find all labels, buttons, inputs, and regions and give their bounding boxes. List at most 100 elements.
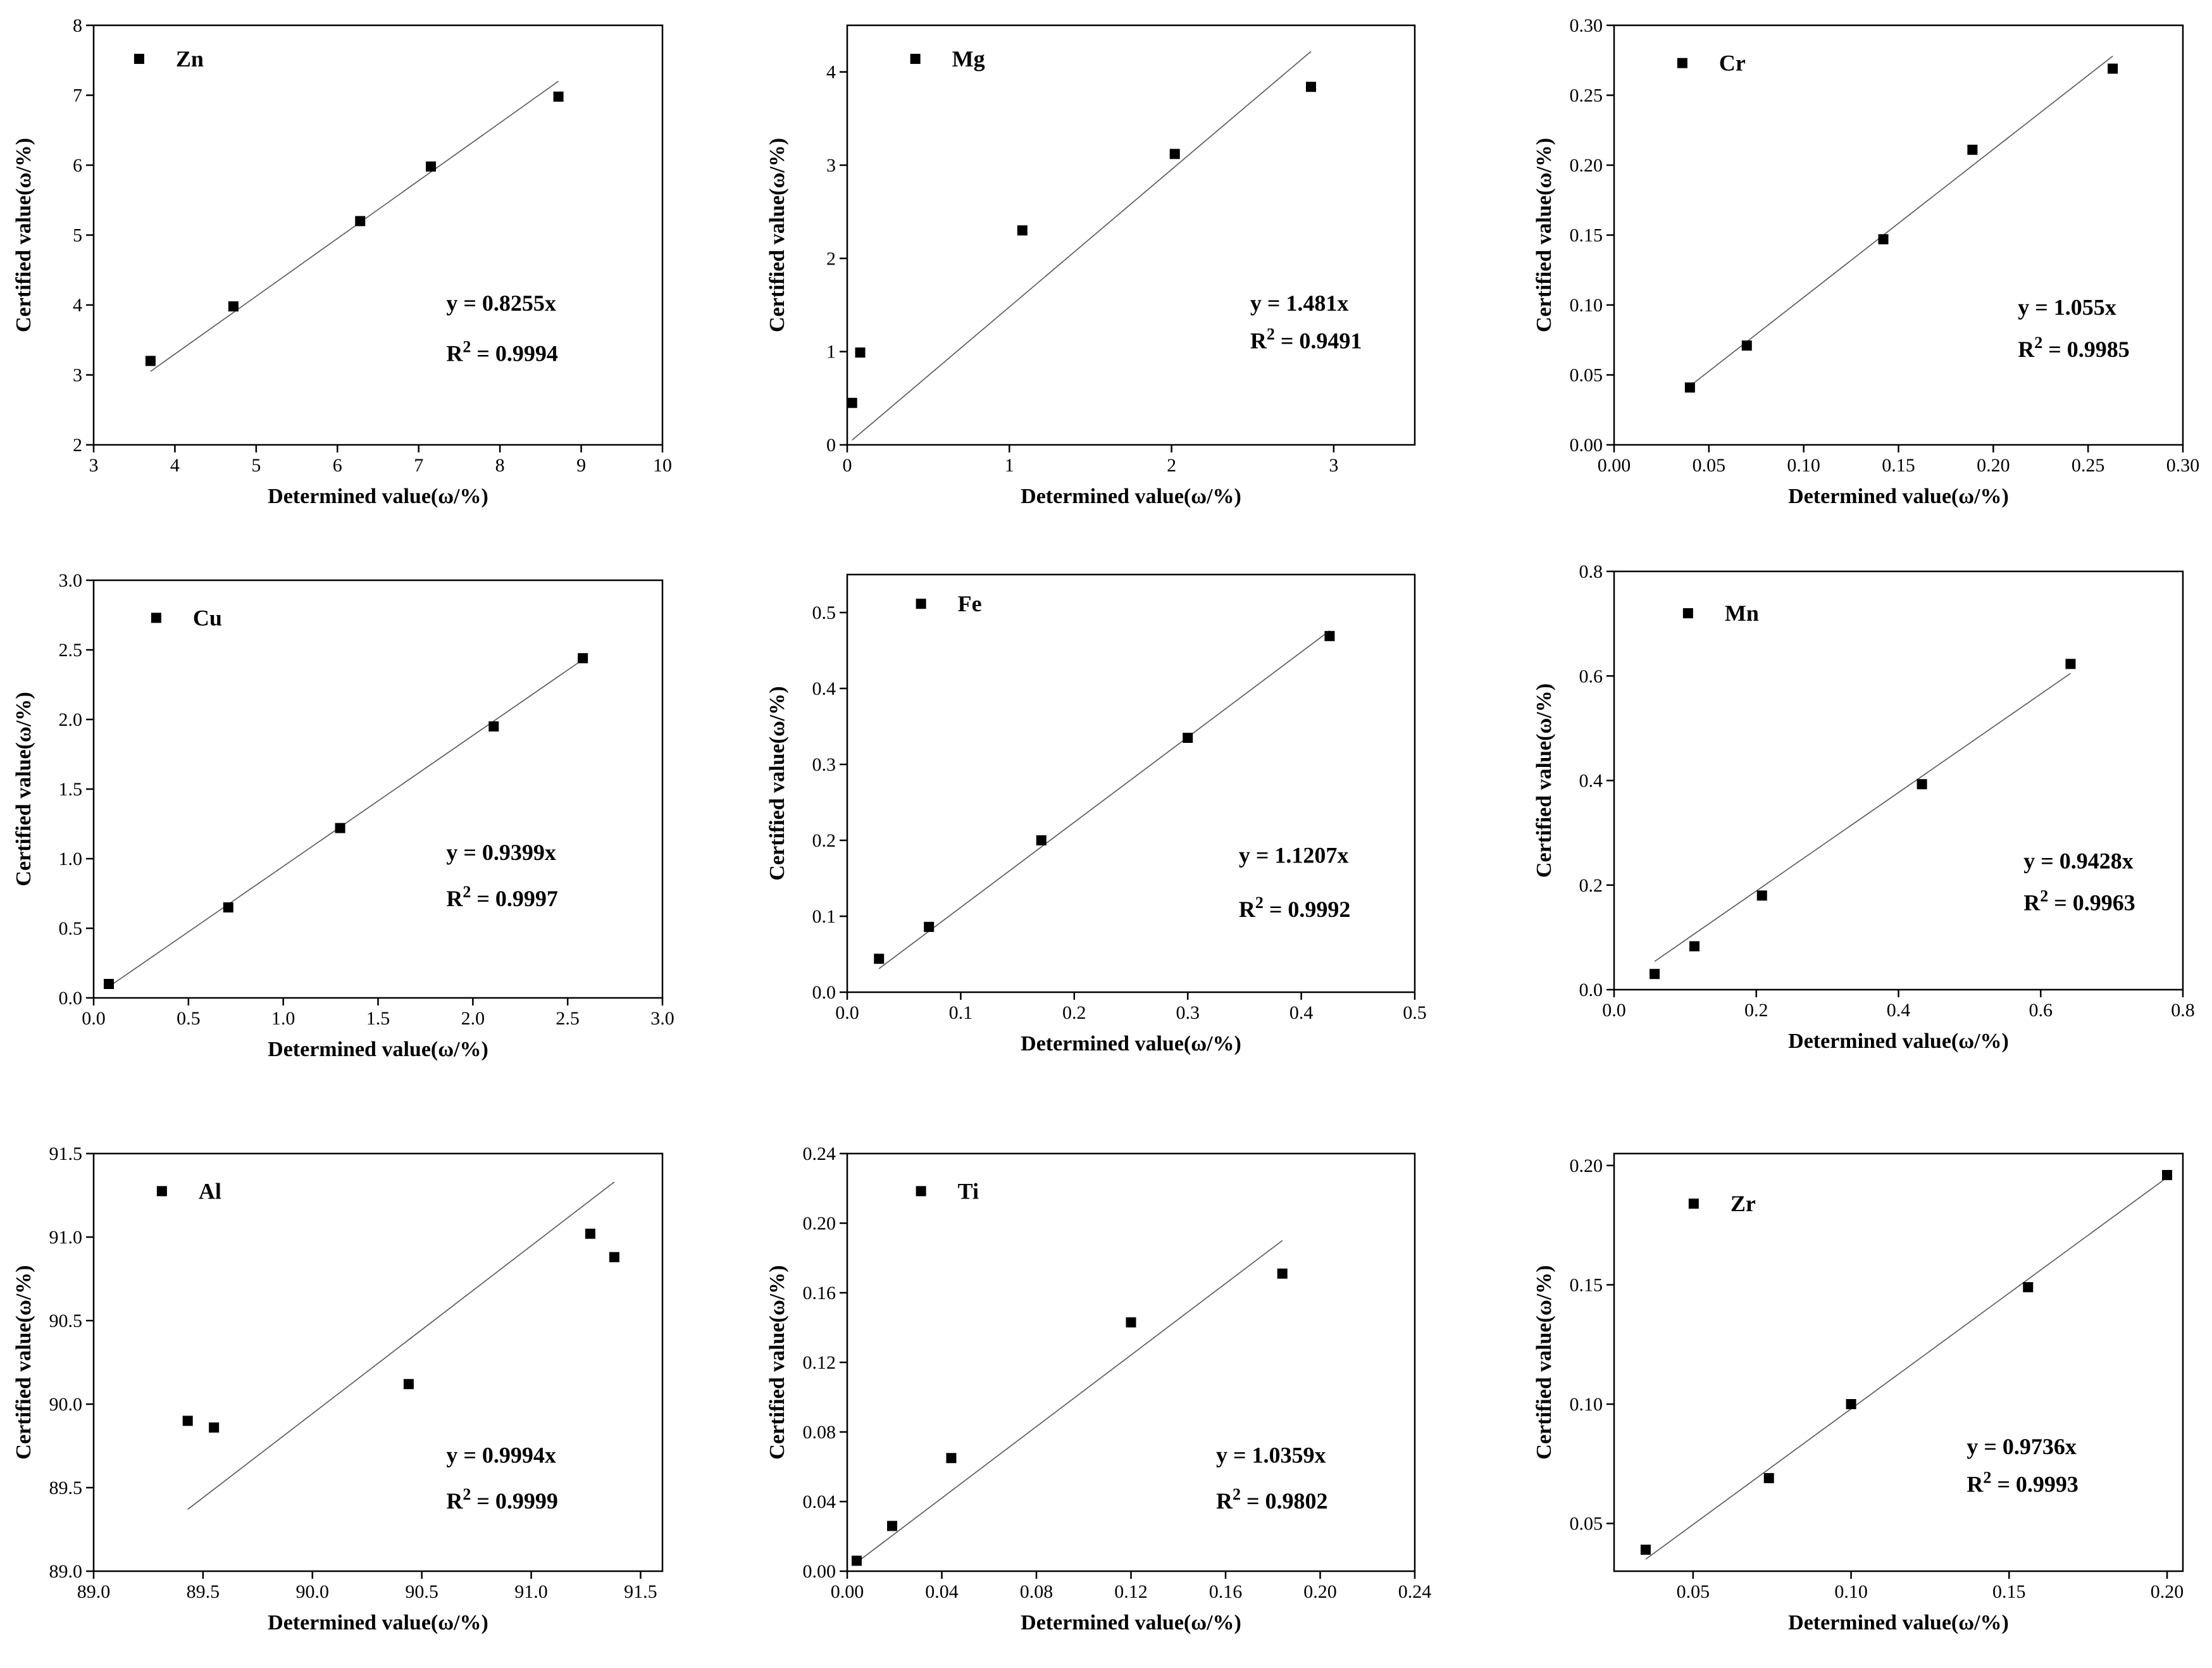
plot-frame [846, 24, 1416, 446]
x-tick-label: 1 [1005, 455, 1014, 476]
r-squared-symbol: R [1967, 1472, 1984, 1497]
r-squared: R2 = 0.9999 [446, 1485, 558, 1514]
data-point [1684, 382, 1695, 393]
data-point [209, 1422, 220, 1433]
y-tick-label: 8 [73, 15, 82, 36]
r-squared-value: = 0.9993 [1991, 1472, 2078, 1497]
y-tick-label: 3.0 [59, 570, 83, 591]
x-tick-label: 0.4 [1887, 1000, 1911, 1021]
x-tick-label: 9 [576, 455, 586, 476]
data-point [2065, 659, 2076, 669]
chart-panel-fe: 0.0 0.1 0.2 0.3 0.4 0.5 0.0 0.1 0.2 0.3 0.4 0.5 Dete… [766, 573, 1427, 1055]
data-point [1763, 1472, 1774, 1483]
plot-frame [1613, 24, 2184, 446]
y-tick-label: 0.04 [803, 1491, 836, 1512]
r-squared-value: = 0.9992 [1264, 897, 1351, 922]
x-tick-label: 0.5 [177, 1008, 201, 1029]
y-tick-label: 2 [73, 435, 82, 456]
data-point [335, 823, 345, 833]
x-tick-label: 4 [170, 455, 180, 476]
x-tick-label: 0.08 [1020, 1581, 1053, 1602]
r-squared-symbol: R [1239, 897, 1256, 922]
r-squared: R2 = 0.9994 [446, 337, 558, 366]
y-tick-label: 91.0 [49, 1227, 83, 1248]
chart-panel-ti: 0.00 0.04 0.08 0.12 0.16 0.20 0.24 0.00 0.04 0.08… [766, 1143, 1431, 1634]
x-tick-label: 3.0 [650, 1008, 674, 1029]
data-point [103, 979, 114, 989]
data-point [182, 1416, 193, 1426]
x-axis-title: Determined value(ω/%) [1021, 485, 1241, 508]
fit-line [150, 80, 559, 372]
chart-panel-cr: 0.00 0.05 0.10 0.15 0.20 0.25 0.30 0.00 0.05 0.10… [1532, 15, 2199, 508]
data-point [2023, 1282, 2034, 1293]
chart-panel-mg: 0 1 2 3 0 1 2 3 4 Determined value(ω/%) Certified … [766, 24, 1416, 508]
x-tick-label: 1.0 [271, 1008, 295, 1029]
y-tick-label: 0.20 [1570, 155, 1603, 176]
y-tick-label: 7 [73, 85, 82, 106]
fit-line [852, 51, 1312, 441]
y-axis-title: Certified value(ω/%) [1532, 138, 1556, 332]
plot-frame [92, 24, 664, 446]
r-squared-symbol: R [1216, 1488, 1233, 1514]
x-tick-label: 0.1 [949, 1002, 973, 1023]
regression-equation: y = 1.0359x [1216, 1442, 1326, 1467]
x-axis-title: Determined value(ω/%) [1788, 485, 2009, 508]
y-tick-label: 0.3 [812, 754, 836, 775]
data-point [585, 1228, 595, 1239]
y-tick-label: 89.5 [49, 1478, 83, 1498]
x-tick-label: 90.0 [296, 1581, 330, 1602]
regression-equation: y = 0.9994x [446, 1442, 556, 1467]
legend-label: Fe [958, 591, 982, 616]
plot-frame [846, 573, 1416, 993]
x-tick-label: 3 [89, 455, 99, 476]
y-tick-label: 0.10 [1570, 295, 1603, 316]
legend-label: Mn [1725, 601, 1759, 626]
x-tick-label: 0.30 [2166, 455, 2200, 476]
plot-frame [1613, 570, 2184, 991]
x-axis-title: Determined value(ω/%) [268, 1038, 488, 1061]
data-point [223, 902, 233, 912]
x-tick-label: 10 [653, 455, 672, 476]
fit-line [187, 1181, 615, 1510]
regression-equation: y = 1.1207x [1239, 842, 1349, 868]
y-tick-label: 90.0 [49, 1394, 83, 1415]
data-point [1017, 225, 1028, 236]
x-tick-label: 0.12 [1114, 1581, 1148, 1602]
legend-label: Zr [1730, 1191, 1756, 1216]
x-tick-label: 0.2 [1062, 1002, 1086, 1023]
y-tick-label: 0.5 [812, 602, 836, 623]
x-tick-label: 0.3 [1176, 1002, 1200, 1023]
data-point [851, 1555, 862, 1566]
r-squared-value: = 0.9997 [471, 886, 558, 911]
x-axis-title: Determined value(ω/%) [268, 485, 488, 508]
y-tick-label: 0.24 [803, 1143, 836, 1164]
x-tick-label: 0.0 [82, 1008, 106, 1029]
y-tick-label: 0.15 [1570, 225, 1603, 246]
y-axis-title: Certified value(ω/%) [12, 1265, 35, 1459]
legend-label: Cu [193, 605, 222, 630]
legend-label: Al [199, 1178, 221, 1204]
r-squared-superscript: 2 [2034, 333, 2042, 352]
x-tick-label: 91.0 [514, 1581, 548, 1602]
r-squared: R2 = 0.9997 [446, 883, 558, 911]
data-point [874, 954, 885, 964]
data-point [355, 216, 366, 227]
x-tick-label: 0.6 [2029, 1000, 2053, 1021]
x-tick-label: 0.4 [1289, 1002, 1314, 1023]
r-squared-value: = 0.9985 [2042, 337, 2130, 362]
r-squared-superscript: 2 [1233, 1485, 1241, 1503]
x-tick-label: 0.0 [1602, 1000, 1626, 1021]
data-point [1756, 890, 1767, 901]
y-tick-label: 0.16 [803, 1283, 836, 1304]
data-point [1650, 969, 1660, 980]
r-squared-value: = 0.9963 [2048, 890, 2135, 915]
r-squared-value: = 0.9802 [1241, 1488, 1328, 1514]
x-tick-label: 0.8 [2171, 1000, 2195, 1021]
y-tick-label: 2.0 [59, 709, 83, 730]
data-point [553, 91, 564, 102]
x-tick-label: 91.5 [624, 1581, 657, 1602]
r-squared-symbol: R [2018, 337, 2035, 362]
x-axis-title: Determined value(ω/%) [1021, 1611, 1241, 1634]
r-squared-superscript: 2 [463, 883, 471, 901]
x-tick-label: 0.10 [1787, 455, 1820, 476]
